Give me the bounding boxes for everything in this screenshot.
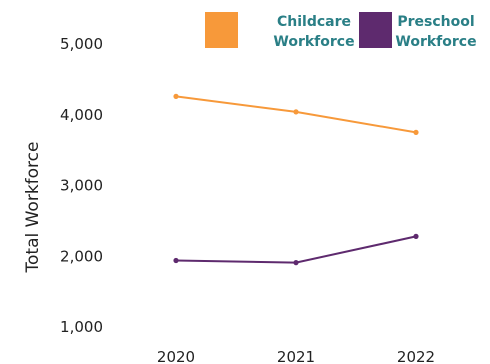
series-line [176, 236, 416, 262]
x-tick-label: 2022 [397, 348, 435, 364]
legend-swatch [205, 12, 238, 48]
y-axis-label: Total Workforce [23, 142, 43, 274]
y-tick-label: 1,000 [60, 318, 103, 336]
y-tick-labels: 1,000 2,000 3,000 4,000 5,000 [60, 35, 103, 336]
legend: Childcare Workforce Preschool Workforce [205, 12, 477, 50]
data-point [173, 258, 178, 263]
legend-label-line1: Preschool [397, 14, 474, 30]
x-tick-label: 2021 [277, 348, 315, 364]
data-point [413, 130, 418, 135]
data-point [293, 260, 298, 265]
data-point [173, 94, 178, 99]
legend-label-line1: Childcare [277, 14, 351, 30]
legend-swatch [359, 12, 392, 48]
data-point [413, 234, 418, 239]
series-group [173, 94, 418, 265]
legend-label-line2: Workforce [395, 34, 476, 50]
y-tick-label: 4,000 [60, 106, 103, 124]
legend-label-line2: Workforce [273, 34, 354, 50]
y-tick-label: 3,000 [60, 177, 103, 195]
y-tick-label: 5,000 [60, 35, 103, 53]
x-tick-labels: 2020 2021 2022 [157, 348, 435, 364]
y-tick-label: 2,000 [60, 247, 103, 265]
x-tick-label: 2020 [157, 348, 195, 364]
data-point [293, 109, 298, 114]
